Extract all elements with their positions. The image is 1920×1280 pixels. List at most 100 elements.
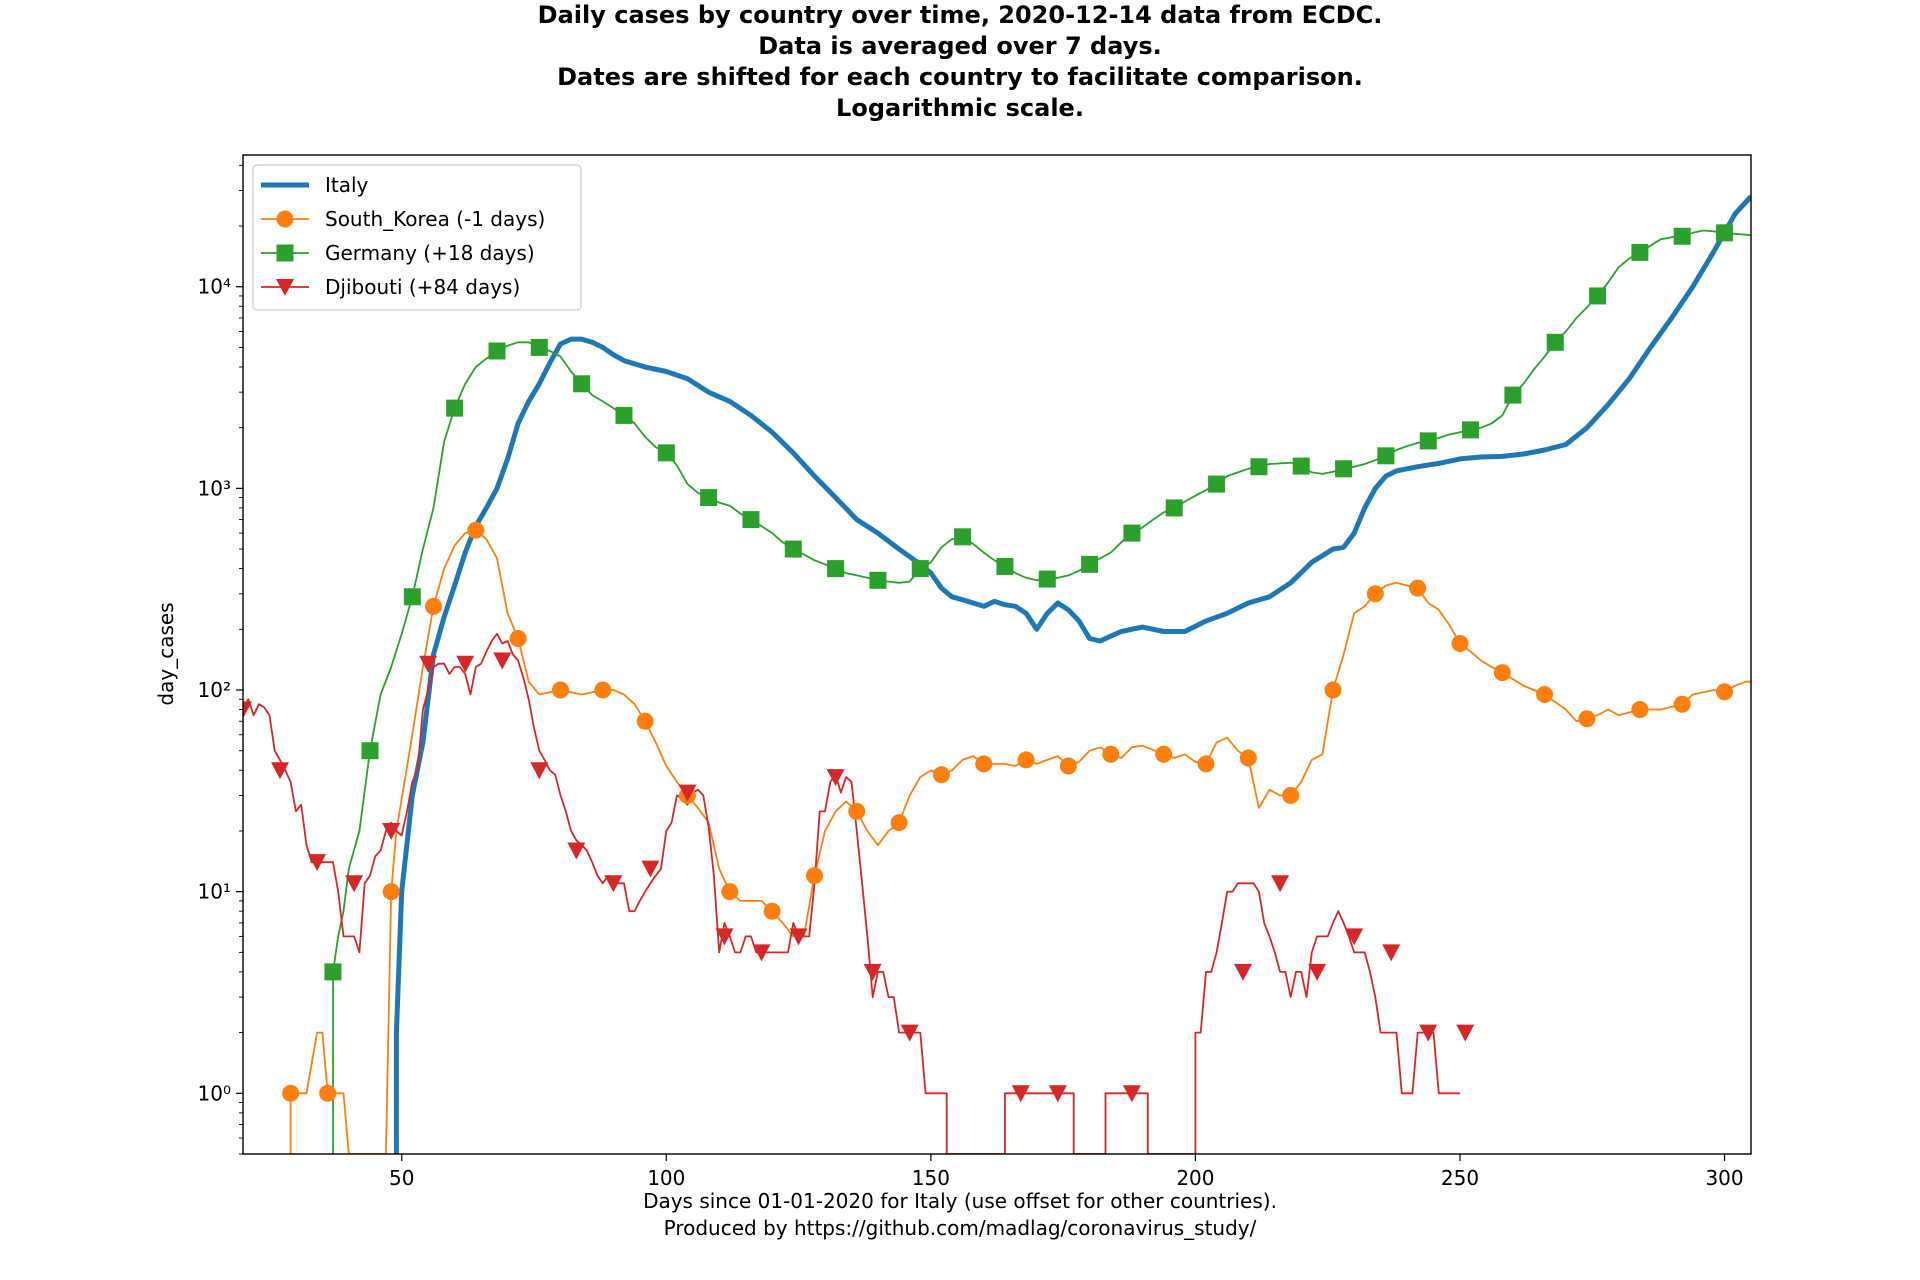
series-2-marker — [911, 560, 929, 578]
legend-marker-2 — [276, 244, 294, 262]
series-1-marker — [721, 883, 739, 901]
series-1-marker — [805, 867, 823, 885]
series-3-marker — [1048, 1085, 1067, 1103]
series-1-marker — [1578, 710, 1596, 728]
series-2-marker — [1038, 570, 1056, 588]
series-2-marker — [1081, 555, 1099, 573]
legend-label-1: South_Korea (-1 days) — [325, 207, 545, 231]
series-1-marker — [1716, 683, 1734, 701]
series-2-marker — [1292, 457, 1310, 475]
series-1-marker — [975, 755, 993, 773]
marker-layer — [243, 224, 1734, 1103]
series-1-marker — [1239, 749, 1257, 767]
legend: Italy South_Korea (-1 days) Germany (+18 d… — [252, 164, 582, 311]
series-2-marker — [869, 571, 887, 589]
series-1-marker — [282, 1084, 300, 1102]
legend-marker-3 — [276, 279, 294, 296]
series-3-marker — [419, 655, 438, 673]
series-layer — [243, 194, 1751, 1154]
title-line-4: Logarithmic scale. — [836, 94, 1084, 122]
legend-label-3: Djibouti (+84 days) — [325, 275, 520, 299]
x-axis-label: Days since 01-01-2020 for Italy (use off… — [0, 1188, 1920, 1242]
series-2-marker — [657, 444, 675, 462]
series-3-marker — [530, 762, 549, 780]
series-3-marker — [641, 860, 660, 878]
series-3-marker — [826, 769, 845, 787]
series-3-marker — [243, 701, 252, 719]
series-2-marker — [361, 742, 379, 760]
series-1-marker — [636, 712, 654, 730]
series-1-marker — [763, 902, 781, 920]
series-1-marker — [1324, 681, 1342, 699]
series-2-marker — [1589, 287, 1607, 305]
series-1-marker — [1197, 755, 1215, 773]
series-2-marker — [1716, 224, 1734, 242]
x-tick-label: 250 — [1441, 1166, 1479, 1190]
series-2-marker — [1377, 447, 1395, 465]
series-3-marker — [382, 822, 401, 840]
series-3-marker — [1122, 1085, 1141, 1103]
series-2-marker — [827, 560, 845, 578]
series-2-marker — [530, 338, 548, 356]
series-3-marker — [308, 854, 327, 872]
y-tick-label: 10² — [198, 678, 231, 702]
series-2-marker — [1673, 227, 1691, 245]
series-1-marker — [1282, 786, 1300, 804]
series-3-marker — [1345, 928, 1364, 946]
legend-marker-1 — [276, 210, 294, 228]
x-tick-label: 100 — [647, 1166, 685, 1190]
y-tick-label: 10¹ — [198, 880, 231, 904]
series-1-marker — [1017, 751, 1035, 769]
series-3-marker — [567, 842, 586, 860]
series-1-marker — [424, 597, 442, 615]
series-1-marker — [382, 883, 400, 901]
series-2-marker — [324, 963, 342, 981]
series-2-marker — [446, 399, 464, 417]
series-3-marker — [1271, 875, 1290, 893]
title-line-2: Data is averaged over 7 days. — [758, 32, 1162, 60]
legend-box — [252, 164, 582, 311]
series-2-marker — [1165, 499, 1183, 517]
series-3-marker — [715, 928, 734, 946]
series-2-marker — [1208, 475, 1226, 493]
series-1-marker — [1155, 745, 1173, 763]
series-1-marker — [1366, 585, 1384, 603]
y-tick-label: 10⁴ — [198, 275, 231, 299]
series-2-marker — [1462, 421, 1480, 439]
series-3-marker — [271, 762, 290, 780]
series-2-marker — [1335, 460, 1353, 478]
series-1-marker — [1451, 635, 1469, 653]
series-2-marker — [784, 540, 802, 558]
series-2-marker — [615, 406, 633, 424]
legend-label-0: Italy — [325, 173, 369, 197]
series-2-marker — [488, 342, 506, 360]
series-2-marker — [1123, 524, 1141, 542]
y-tick-label: 10³ — [198, 476, 231, 500]
series-3-marker — [456, 655, 475, 673]
series-line-3 — [243, 632, 1460, 1154]
title-line-3: Dates are shifted for each country to fa… — [557, 63, 1363, 91]
series-1-marker — [509, 630, 527, 648]
series-1-marker — [1493, 664, 1511, 682]
series-1-marker — [1536, 685, 1554, 703]
x-axis-label-line-1: Days since 01-01-2020 for Italy (use off… — [643, 1189, 1277, 1213]
series-2-marker — [700, 489, 718, 507]
series-2-marker — [954, 528, 972, 546]
series-1-marker — [319, 1084, 337, 1102]
series-2-marker — [573, 375, 591, 393]
series-3-marker — [863, 963, 882, 981]
series-1-marker — [1059, 757, 1077, 775]
series-1-marker — [1409, 579, 1427, 597]
series-2-marker — [996, 557, 1014, 575]
tick-layer: 50 100 150 200 250 300 10⁰ 10¹ 10² 10³ 10⁴ — [198, 164, 1744, 1190]
series-1-marker — [890, 814, 908, 832]
x-tick-label: 200 — [1176, 1166, 1214, 1190]
series-3-marker — [789, 928, 808, 946]
series-3-marker — [1382, 944, 1401, 962]
series-1-marker — [1631, 701, 1649, 719]
series-2-marker — [1546, 333, 1564, 351]
series-1-marker — [551, 681, 569, 699]
series-3-marker — [345, 875, 364, 893]
series-3-marker — [900, 1024, 919, 1042]
